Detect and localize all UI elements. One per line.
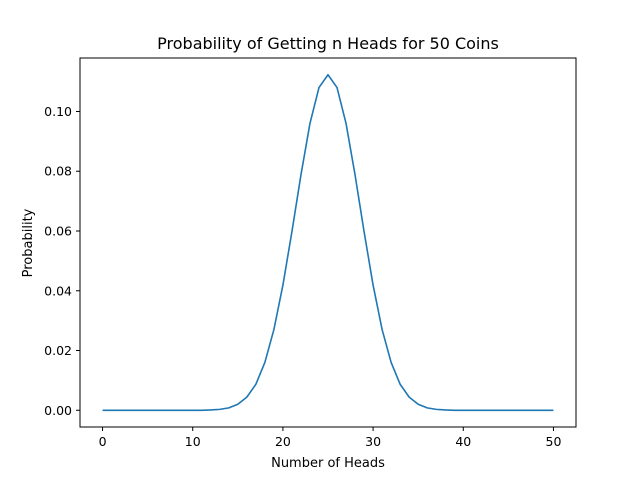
x-tick-label: 20 <box>275 434 291 449</box>
y-axis-ticks: 0.00 0.02 0.04 0.06 0.08 0.10 <box>44 104 80 418</box>
plot-line-layer <box>102 73 554 412</box>
y-tick-label: 0.06 <box>44 223 72 238</box>
y-axis-label: Probability <box>21 208 36 277</box>
x-axis-ticks: 0 10 20 30 40 50 <box>99 427 562 449</box>
y-tick-label: 0.08 <box>44 164 72 179</box>
x-tick-label: 50 <box>546 434 562 449</box>
x-tick-label: 0 <box>99 434 107 449</box>
x-tick-label: 10 <box>185 434 201 449</box>
x-tick-label: 30 <box>365 434 381 449</box>
x-axis-label: Number of Heads <box>271 456 385 471</box>
y-tick-label: 0.02 <box>44 343 72 358</box>
series-line-0 <box>102 73 554 412</box>
chart-title: Probability of Getting n Heads for 50 Co… <box>157 34 499 53</box>
y-tick-label: 0.10 <box>44 104 72 119</box>
y-tick-label: 0.04 <box>44 283 72 298</box>
y-tick-label: 0.00 <box>44 403 72 418</box>
plot-frame <box>79 57 577 428</box>
x-tick-label: 40 <box>455 434 471 449</box>
